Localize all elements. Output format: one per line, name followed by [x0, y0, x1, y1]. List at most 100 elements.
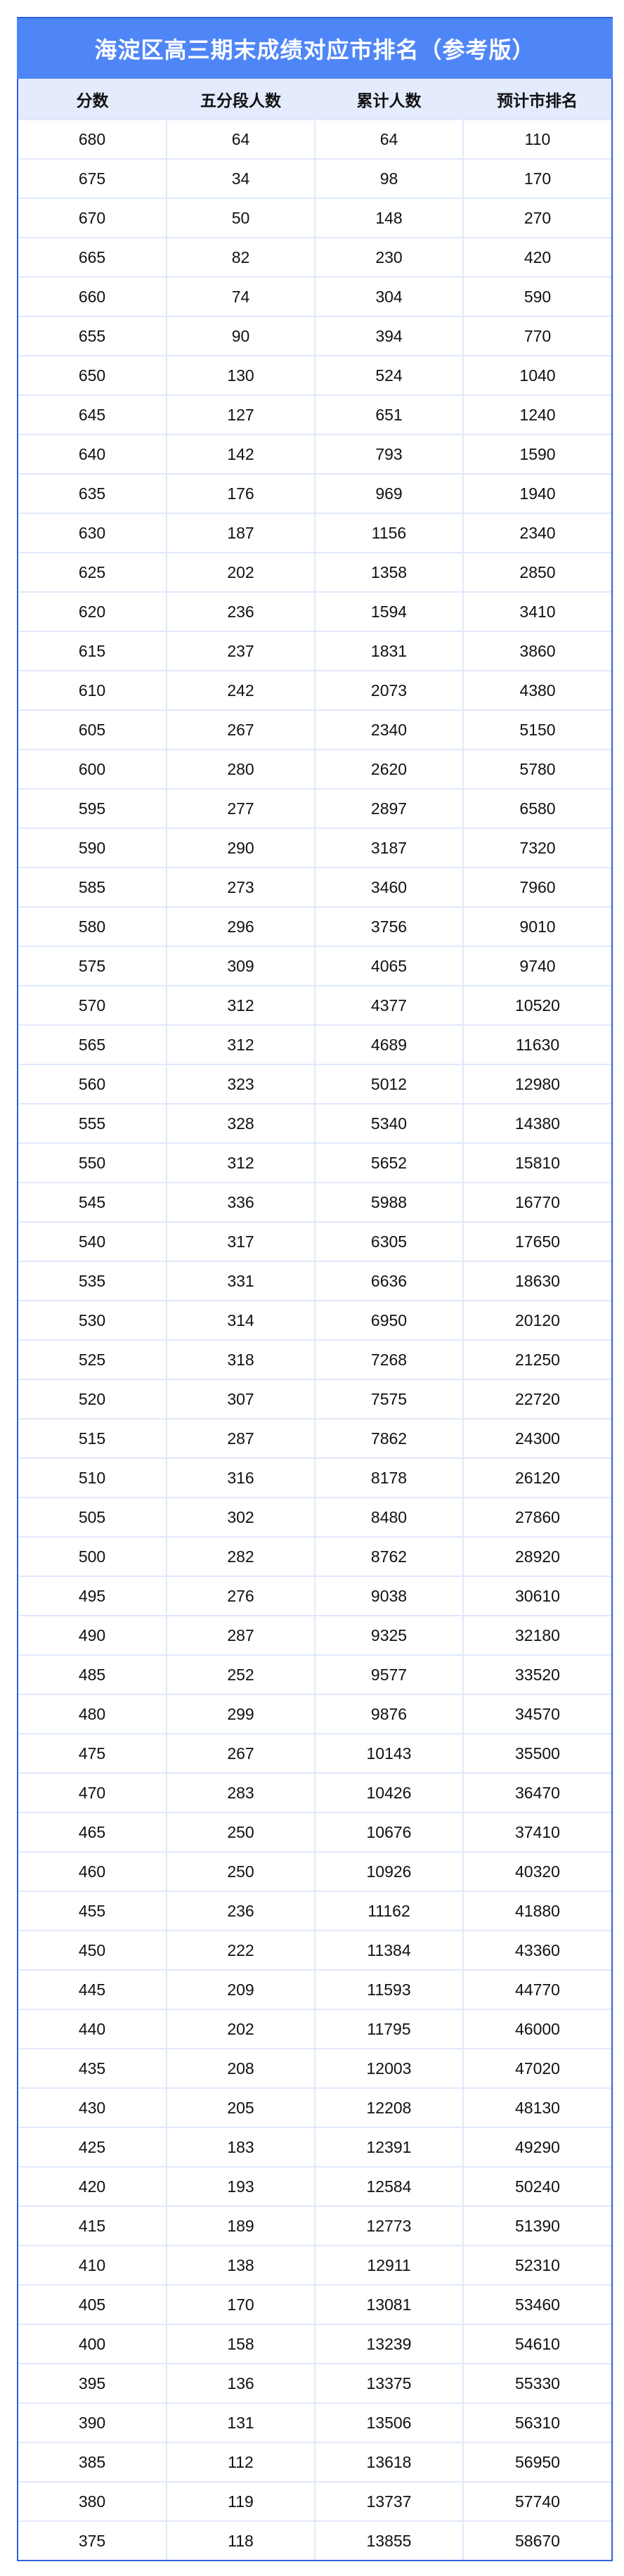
cell-cumulative: 12773 — [314, 2205, 463, 2246]
cell-cumulative: 524 — [314, 355, 463, 395]
cell-band-count: 119 — [166, 2481, 315, 2521]
cell-score: 430 — [18, 2087, 167, 2127]
cell-cumulative: 9038 — [314, 1576, 463, 1616]
table-body: 680 64 64 110 675 34 98 170 670 50 148 270 665 82 230 4… — [18, 119, 611, 2560]
cell-score: 380 — [18, 2481, 167, 2521]
cell-band-count: 267 — [166, 1733, 315, 1773]
cell-band-count: 170 — [166, 2284, 315, 2324]
cell-city-rank: 1940 — [462, 473, 611, 513]
cell-band-count: 130 — [166, 355, 315, 395]
cell-score: 570 — [18, 985, 167, 1025]
table-row: 590 290 3187 7320 — [18, 827, 611, 868]
cell-city-rank: 4380 — [462, 670, 611, 710]
cell-score: 405 — [18, 2284, 167, 2324]
cell-score: 410 — [18, 2245, 167, 2285]
cell-band-count: 209 — [166, 1969, 315, 2009]
cell-band-count: 158 — [166, 2324, 315, 2364]
cell-score: 505 — [18, 1497, 167, 1537]
cell-city-rank: 1240 — [462, 394, 611, 434]
cell-city-rank: 9010 — [462, 906, 611, 946]
cell-score: 530 — [18, 1300, 167, 1340]
table-row: 580 296 3756 9010 — [18, 906, 611, 946]
cell-score: 415 — [18, 2205, 167, 2246]
cell-band-count: 276 — [166, 1576, 315, 1616]
table-row: 435 208 12003 47020 — [18, 2048, 611, 2088]
cell-score: 585 — [18, 867, 167, 907]
table-row: 600 280 2620 5780 — [18, 749, 611, 789]
cell-cumulative: 4065 — [314, 946, 463, 986]
cell-band-count: 307 — [166, 1379, 315, 1419]
table-row: 485 252 9577 33520 — [18, 1654, 611, 1694]
cell-city-rank: 20120 — [462, 1300, 611, 1340]
table-row: 495 276 9038 30610 — [18, 1576, 611, 1616]
column-header-cumulative: 累计人数 — [315, 79, 463, 120]
table-row: 560 323 5012 12980 — [18, 1064, 611, 1104]
cell-band-count: 323 — [166, 1064, 315, 1104]
cell-city-rank: 32180 — [462, 1615, 611, 1655]
table-row: 475 267 10143 35500 — [18, 1733, 611, 1773]
cell-band-count: 142 — [166, 434, 315, 474]
cell-cumulative: 7862 — [314, 1418, 463, 1458]
cell-city-rank: 44770 — [462, 1969, 611, 2009]
cell-cumulative: 969 — [314, 473, 463, 513]
cell-band-count: 208 — [166, 2048, 315, 2088]
cell-cumulative: 5012 — [314, 1064, 463, 1104]
table-row: 490 287 9325 32180 — [18, 1615, 611, 1655]
cell-city-rank: 50240 — [462, 2166, 611, 2206]
table-row: 400 158 13239 54610 — [18, 2324, 611, 2364]
cell-city-rank: 170 — [462, 158, 611, 198]
table-row: 415 189 12773 51390 — [18, 2205, 611, 2246]
table-row: 375 118 13855 58670 — [18, 2520, 611, 2560]
cell-cumulative: 3187 — [314, 827, 463, 868]
cell-city-rank: 43360 — [462, 1930, 611, 1970]
table-row: 620 236 1594 3410 — [18, 591, 611, 631]
cell-city-rank: 16770 — [462, 1182, 611, 1222]
table-row: 585 273 3460 7960 — [18, 867, 611, 907]
cell-cumulative: 12003 — [314, 2048, 463, 2088]
cell-band-count: 336 — [166, 1182, 315, 1222]
cell-score: 645 — [18, 394, 167, 434]
score-rank-table: 分数 五分段人数 累计人数 预计市排名 680 64 64 110 675 34 98 170… — [18, 79, 611, 2560]
cell-score: 600 — [18, 749, 167, 789]
table-row: 525 318 7268 21250 — [18, 1339, 611, 1379]
cell-cumulative: 11384 — [314, 1930, 463, 1970]
table-row: 535 331 6636 18630 — [18, 1261, 611, 1301]
cell-score: 420 — [18, 2166, 167, 2206]
cell-cumulative: 4377 — [314, 985, 463, 1025]
cell-city-rank: 37410 — [462, 1812, 611, 1852]
cell-cumulative: 5652 — [314, 1142, 463, 1183]
cell-band-count: 318 — [166, 1339, 315, 1379]
cell-cumulative: 6636 — [314, 1261, 463, 1301]
cell-band-count: 90 — [166, 316, 315, 356]
table-row: 575 309 4065 9740 — [18, 946, 611, 986]
table-row: 680 64 64 110 — [18, 119, 611, 159]
table-title: 海淀区高三期末成绩对应市排名（参考版） — [17, 17, 613, 79]
score-rank-table-container: 海淀区高三期末成绩对应市排名（参考版） 分数 五分段人数 累计人数 预计市排名 … — [17, 17, 613, 2561]
cell-score: 610 — [18, 670, 167, 710]
cell-band-count: 287 — [166, 1615, 315, 1655]
cell-city-rank: 46000 — [462, 2009, 611, 2049]
cell-cumulative: 1156 — [314, 513, 463, 553]
cell-score: 640 — [18, 434, 167, 474]
cell-score: 445 — [18, 1969, 167, 2009]
cell-score: 630 — [18, 513, 167, 553]
cell-cumulative: 10426 — [314, 1772, 463, 1812]
cell-band-count: 176 — [166, 473, 315, 513]
cell-score: 465 — [18, 1812, 167, 1852]
cell-score: 590 — [18, 827, 167, 868]
cell-city-rank: 1040 — [462, 355, 611, 395]
table-row: 660 74 304 590 — [18, 276, 611, 316]
column-header-score: 分数 — [18, 79, 167, 120]
cell-city-rank: 52310 — [462, 2245, 611, 2285]
cell-cumulative: 793 — [314, 434, 463, 474]
cell-score: 655 — [18, 316, 167, 356]
cell-band-count: 118 — [166, 2520, 315, 2560]
cell-cumulative: 2340 — [314, 709, 463, 749]
cell-band-count: 280 — [166, 749, 315, 789]
cell-city-rank: 15810 — [462, 1142, 611, 1183]
cell-city-rank: 12980 — [462, 1064, 611, 1104]
cell-band-count: 290 — [166, 827, 315, 868]
cell-score: 510 — [18, 1457, 167, 1498]
table-row: 510 316 8178 26120 — [18, 1457, 611, 1498]
cell-band-count: 267 — [166, 709, 315, 749]
